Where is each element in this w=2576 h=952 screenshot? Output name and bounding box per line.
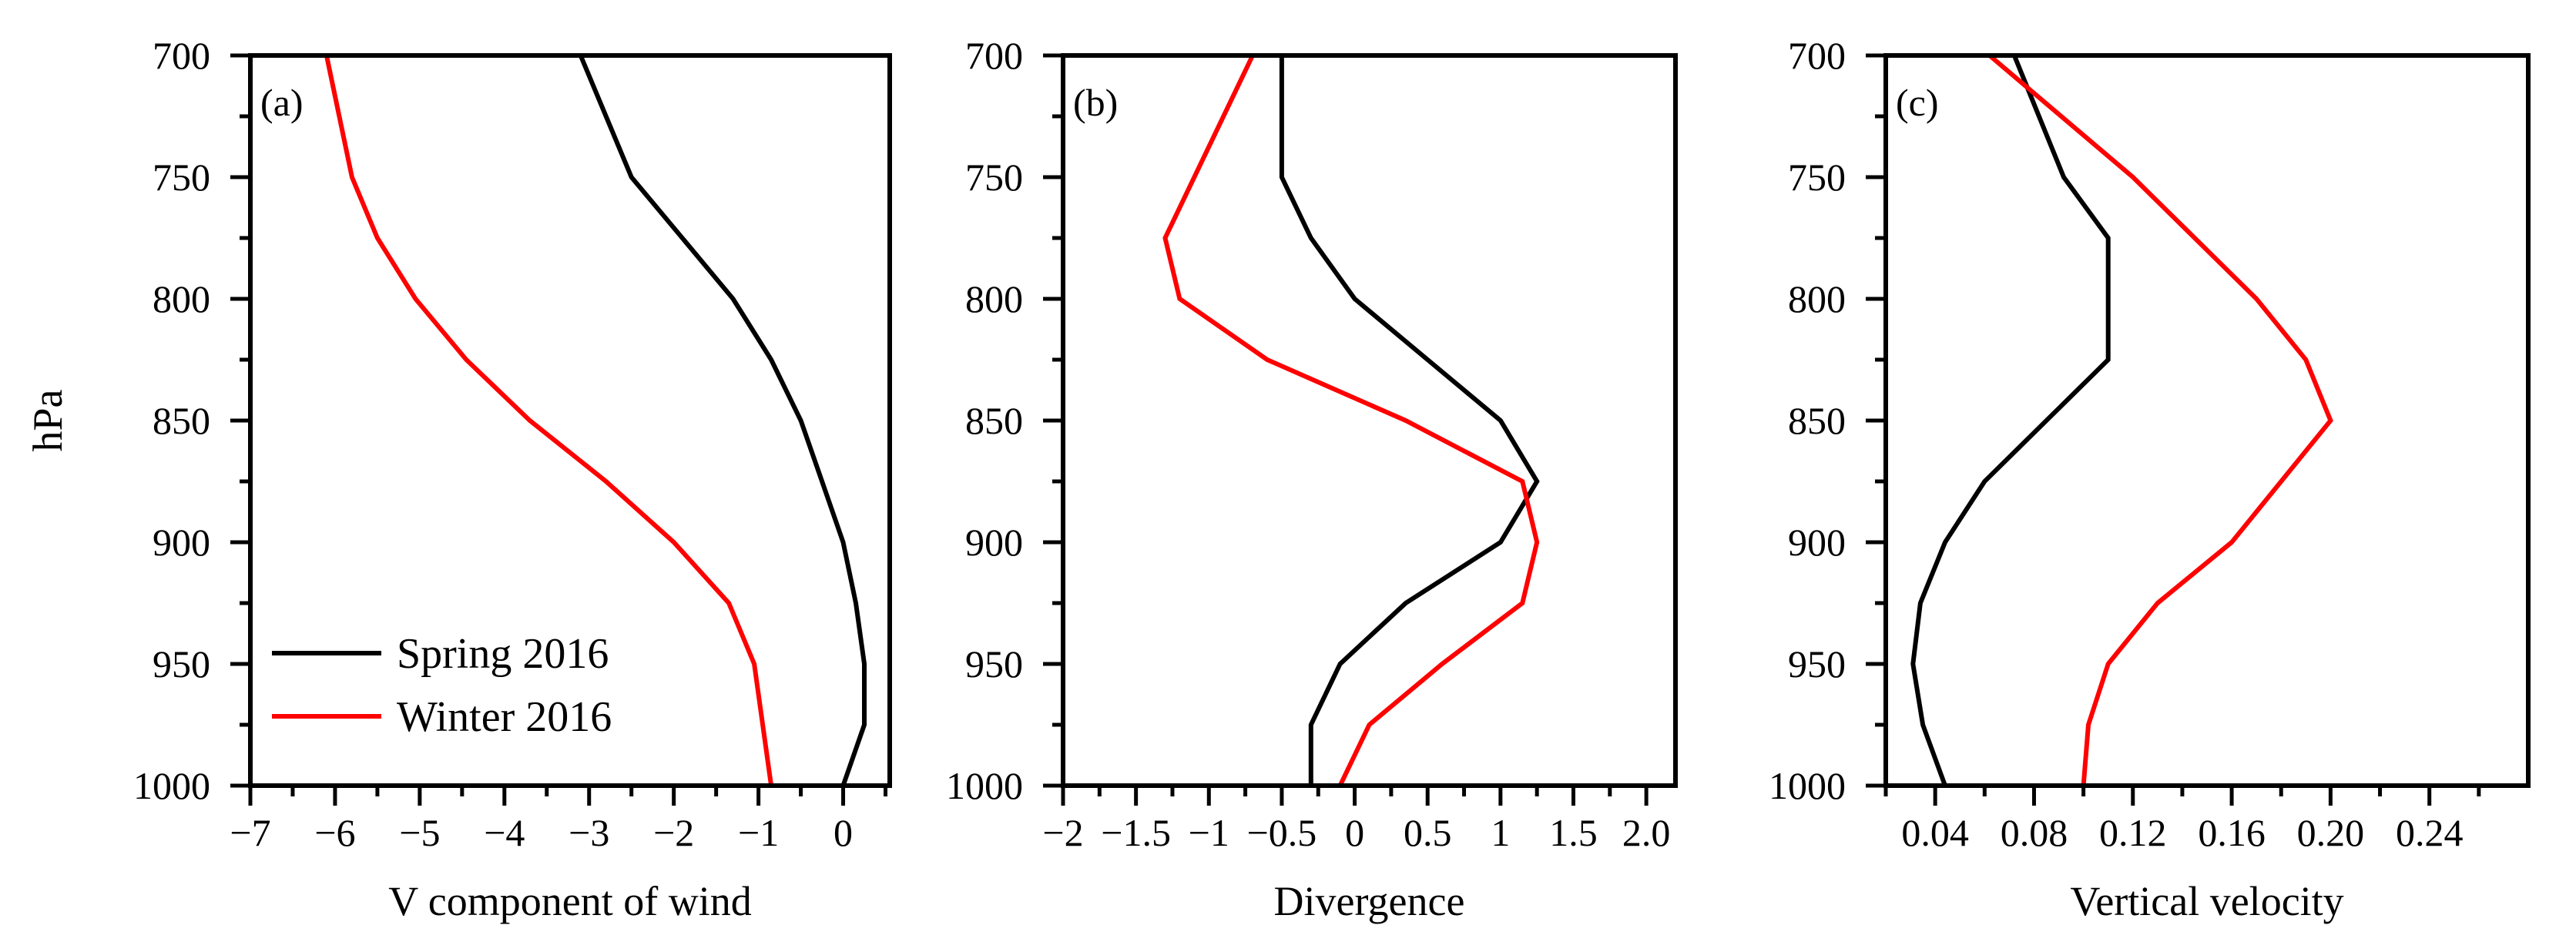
panel-label: (b) [1073,81,1118,124]
y-tick-label: 750 [153,156,210,199]
x-tick-label: 0.08 [2001,811,2068,854]
series-line-spring-2016 [1910,54,2111,787]
x-tick-label: −1 [738,811,779,854]
x-tick-label: −5 [399,811,440,854]
panel-b: −2 −1.5 −1 −0.5 0 0.5 1 1.5 2.0 700 750 800 850 900 95… [946,34,1678,924]
series-line-winter-2016 [1162,54,1540,787]
y-tick-label: 700 [1788,34,1846,77]
x-tick-label: −6 [314,811,355,854]
y-tick-label: 800 [1788,277,1846,320]
x-tick-label: 0 [834,811,853,854]
legend-label: Spring 2016 [397,630,609,678]
y-tick-label: 750 [1788,156,1846,199]
y-tick-label: 750 [965,156,1023,199]
x-tick-label: 1 [1491,811,1510,854]
x-tick-label: 0.16 [2198,811,2266,854]
plot-frame [1061,53,1678,788]
panel-label: (c) [1896,81,1939,124]
x-tick-label: 0.24 [2396,811,2464,854]
y-tick-label: 800 [153,277,210,320]
x-axis-label: V component of wind [388,878,751,924]
legend-label: Winter 2016 [397,693,612,741]
x-tick-label: 2.0 [1622,811,1671,854]
series-line-spring-2016 [1279,55,1540,786]
y-tick-label: 850 [1788,399,1846,442]
y-tick-label: 1000 [946,764,1023,807]
y-tick-label: 700 [965,34,1023,77]
y-tick-label: 800 [965,277,1023,320]
x-tick-label: 0 [1345,811,1364,854]
x-tick-label: −2 [1042,811,1083,854]
y-tick-label: 900 [1788,521,1846,564]
x-tick-label: 0.20 [2297,811,2365,854]
x-tick-label: −7 [230,811,270,854]
x-tick-label: 0.04 [1901,811,1969,854]
x-tick-label: 1.5 [1549,811,1598,854]
y-tick-label: 900 [965,521,1023,564]
x-tick-label: −0.5 [1247,811,1317,854]
y-tick-label: 950 [1788,642,1846,686]
x-tick-label: −2 [653,811,694,854]
y-axis-label: hPa [25,389,71,451]
y-tick-label: 1000 [1769,764,1846,807]
x-axis-label: Divergence [1274,878,1465,924]
y-tick-label: 700 [153,34,210,77]
y-tick-label: 950 [153,642,210,686]
x-tick-label: 0.5 [1404,811,1452,854]
y-tick-label: 850 [965,399,1023,442]
x-tick-label: −1 [1189,811,1229,854]
x-axis-label: Vertical velocity [2070,878,2343,924]
y-tick-label: 850 [153,399,210,442]
x-tick-label: 0.12 [2099,811,2167,854]
y-tick-label: 1000 [133,764,210,807]
x-tick-label: −3 [569,811,609,854]
legend: Spring 2016 Winter 2016 [272,630,612,741]
panel-label: (a) [260,81,304,124]
y-tick-label: 950 [965,642,1023,686]
panel-a: −7 −6 −5 −4 −3 −2 −1 0 700 750 800 850 900 950 1000 (a)… [25,34,892,924]
x-tick-label: −1.5 [1101,811,1171,854]
panel-c: 0.04 0.08 0.12 0.16 0.20 0.24 700 750 800 850 900 9… [1769,34,2531,924]
series-line-winter-2016 [324,55,774,786]
plot-frame [1883,53,2531,788]
x-tick-label: −4 [484,811,525,854]
series-line-spring-2016 [578,54,867,786]
series-line-winter-2016 [1987,53,2333,786]
y-tick-label: 900 [153,521,210,564]
